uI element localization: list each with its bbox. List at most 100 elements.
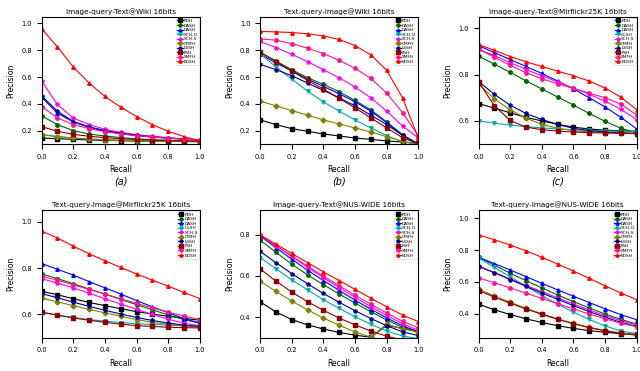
SCH-S bbox=[586, 92, 593, 96]
SCH-S bbox=[538, 289, 546, 294]
DASH bbox=[148, 135, 156, 139]
PDH bbox=[617, 129, 625, 133]
CMFH bbox=[117, 314, 125, 319]
SCH-S bbox=[602, 99, 609, 104]
DASH bbox=[272, 250, 280, 255]
PDH bbox=[101, 138, 109, 142]
SCH-S bbox=[288, 254, 296, 259]
DASH bbox=[415, 330, 422, 335]
LSSH bbox=[522, 284, 530, 289]
EDSH bbox=[85, 81, 93, 85]
DASH bbox=[475, 54, 483, 58]
SMFH bbox=[554, 82, 561, 86]
PDH bbox=[490, 308, 498, 312]
FSH bbox=[522, 307, 530, 311]
FSH bbox=[351, 106, 359, 110]
FSH bbox=[367, 116, 374, 120]
DASH bbox=[85, 125, 93, 129]
LSSH bbox=[490, 92, 498, 96]
LSSH bbox=[196, 138, 204, 142]
Line: LSSH: LSSH bbox=[477, 80, 639, 135]
EDSH bbox=[415, 136, 422, 140]
SCH-O bbox=[399, 334, 406, 338]
SCH-S bbox=[272, 243, 280, 248]
PDH bbox=[148, 139, 156, 144]
LSSH bbox=[617, 320, 625, 325]
Legend: PDH, DASH, DASH, OLSH, SCH-S, CMFH, LSSH, FSH, SMFH, EDSH: PDH, DASH, DASH, OLSH, SCH-S, CMFH, LSSH… bbox=[614, 17, 636, 65]
EDSH bbox=[335, 37, 343, 42]
FSH bbox=[85, 318, 93, 322]
CMFH bbox=[101, 138, 109, 142]
EDSH bbox=[256, 29, 264, 34]
DASH bbox=[490, 261, 498, 266]
SCH-O bbox=[351, 315, 359, 319]
FSH bbox=[85, 134, 93, 138]
DASH bbox=[164, 311, 172, 315]
SMFH bbox=[319, 51, 327, 56]
CMFH bbox=[586, 129, 593, 134]
Line: DASH: DASH bbox=[259, 52, 420, 146]
CMFH bbox=[148, 139, 156, 144]
EDSH bbox=[164, 129, 172, 134]
EDSH bbox=[38, 229, 45, 233]
SMFH bbox=[335, 283, 343, 288]
LSSH bbox=[69, 119, 77, 124]
FSH bbox=[272, 279, 280, 283]
SCH-O bbox=[602, 324, 609, 328]
FSH bbox=[117, 322, 125, 326]
LSSH bbox=[272, 68, 280, 72]
DASH bbox=[383, 318, 390, 322]
SMFH bbox=[164, 136, 172, 140]
CMFH bbox=[351, 126, 359, 130]
DASH bbox=[367, 108, 374, 112]
Line: SCH-S: SCH-S bbox=[258, 233, 420, 332]
DASH bbox=[54, 267, 61, 272]
DASH bbox=[399, 132, 406, 137]
FSH bbox=[633, 333, 640, 338]
SMFH bbox=[490, 55, 498, 59]
LSSH bbox=[148, 135, 156, 139]
Line: DASH: DASH bbox=[40, 262, 202, 325]
SCH-S bbox=[367, 96, 374, 100]
DASH bbox=[69, 128, 77, 133]
SMFH bbox=[617, 102, 625, 106]
PDH bbox=[383, 323, 390, 328]
LSSH bbox=[554, 297, 561, 302]
Line: EDSH: EDSH bbox=[259, 233, 420, 323]
SCH-S bbox=[319, 275, 327, 280]
DASH bbox=[196, 321, 204, 325]
OLSH bbox=[554, 127, 561, 131]
SCH-O bbox=[272, 267, 280, 271]
EDSH bbox=[319, 34, 327, 38]
SCH-S bbox=[399, 321, 406, 326]
DASH bbox=[506, 271, 514, 275]
DASH bbox=[54, 276, 61, 281]
SMFH bbox=[415, 325, 422, 330]
SCH-O bbox=[490, 265, 498, 269]
EDSH bbox=[570, 269, 577, 273]
SMFH bbox=[38, 104, 45, 109]
LSSH bbox=[415, 333, 422, 338]
PDH bbox=[586, 127, 593, 131]
FSH bbox=[522, 125, 530, 129]
PDH bbox=[522, 115, 530, 119]
Line: DASH: DASH bbox=[259, 238, 420, 334]
EDSH bbox=[196, 138, 204, 143]
DASH bbox=[554, 293, 561, 297]
FSH bbox=[101, 320, 109, 325]
LSSH bbox=[351, 104, 359, 108]
LSSH bbox=[554, 122, 561, 127]
SMFH bbox=[117, 132, 125, 136]
EDSH bbox=[586, 276, 593, 280]
FSH bbox=[351, 323, 359, 327]
EDSH bbox=[148, 278, 156, 282]
FSH bbox=[383, 126, 390, 130]
SCH-S bbox=[319, 68, 327, 72]
SMFH bbox=[570, 307, 577, 311]
LSSH bbox=[132, 315, 140, 320]
OLSH bbox=[538, 126, 546, 130]
Line: PDH: PDH bbox=[477, 102, 639, 133]
DASH bbox=[570, 103, 577, 107]
SCH-S bbox=[85, 122, 93, 127]
SCH-S bbox=[164, 135, 172, 140]
